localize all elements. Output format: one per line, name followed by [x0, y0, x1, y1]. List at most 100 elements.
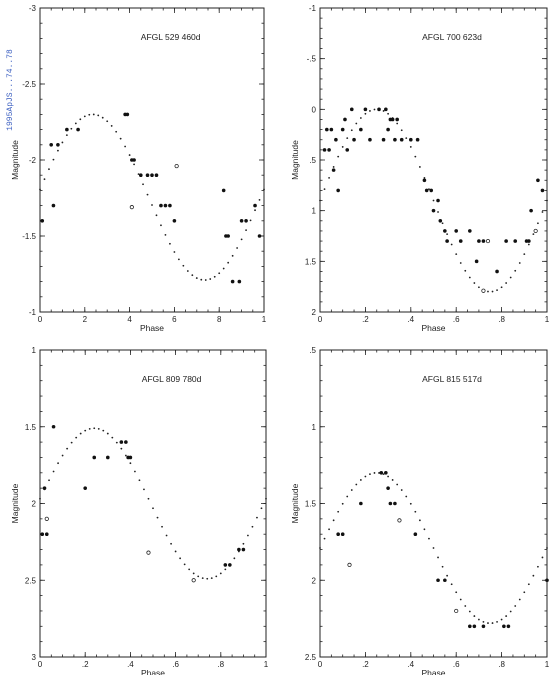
model-curve-point — [487, 290, 489, 293]
model-curve-point — [192, 572, 195, 575]
model-curve-point — [432, 547, 435, 549]
x-tick-label: .2 — [362, 660, 369, 669]
model-curve-point — [43, 178, 46, 181]
x-tick-label: .4 — [127, 660, 134, 669]
model-curve-point — [337, 510, 340, 513]
observation-point — [257, 234, 262, 238]
upper-limit-point — [485, 238, 491, 244]
model-curve-point — [378, 472, 380, 474]
model-curve-point — [70, 441, 73, 444]
model-curve-point — [183, 563, 186, 566]
observation-point — [237, 279, 242, 284]
y-tick-label: 1 — [312, 207, 317, 216]
observation-point — [359, 501, 363, 506]
upper-limit-point — [129, 205, 134, 210]
model-curve-point — [210, 577, 213, 580]
model-curve-point — [464, 269, 467, 272]
model-curve-point — [341, 146, 344, 148]
y-axis-label: Magnitude — [10, 140, 20, 180]
model-curve-point — [231, 254, 234, 257]
upper-limit-point — [397, 518, 402, 523]
observation-point — [327, 148, 331, 152]
model-curve-point — [129, 462, 132, 465]
model-curve-point — [128, 154, 131, 156]
observation-point — [51, 424, 56, 429]
upper-limit-point — [174, 163, 179, 169]
observation-point — [150, 173, 154, 177]
model-curve-point — [332, 519, 335, 522]
model-curve-point — [509, 610, 512, 613]
model-curve-point — [92, 113, 95, 116]
model-curve-point — [473, 282, 476, 284]
model-curve-point — [319, 199, 321, 202]
plot-frame — [39, 7, 265, 313]
observation-point — [221, 188, 226, 193]
y-tick-label: 1 — [312, 423, 317, 432]
model-curve-point — [500, 618, 503, 621]
model-curve-point — [355, 483, 358, 486]
upper-limit-point — [146, 550, 151, 555]
model-curve-point — [441, 222, 444, 225]
model-curve-point — [414, 510, 417, 513]
model-curve-point — [423, 528, 426, 531]
model-curve-point — [137, 173, 140, 176]
upper-limit-point — [454, 608, 459, 614]
x-tick-label: 1 — [545, 660, 550, 669]
observation-point — [124, 440, 128, 444]
y-tick-label: 2.5 — [25, 576, 37, 585]
observation-point — [472, 624, 477, 629]
observation-point — [495, 269, 499, 274]
model-curve-point — [396, 483, 399, 486]
y-tick-label: .5 — [309, 156, 316, 165]
model-curve-point — [48, 479, 50, 482]
x-tick-label: .8 — [217, 660, 224, 669]
observation-point — [352, 137, 356, 142]
model-curve-point — [432, 199, 435, 202]
observation-point — [145, 173, 150, 177]
observation-point — [422, 178, 427, 183]
observation-point — [40, 532, 45, 536]
observation-point — [230, 279, 235, 284]
model-curve-point — [523, 253, 526, 256]
model-curve-point — [240, 238, 243, 241]
model-curve-point — [111, 436, 114, 439]
model-curve-point — [247, 534, 249, 537]
y-tick-label: -1 — [29, 308, 37, 317]
model-curve-point — [39, 497, 41, 500]
upper-limit-point — [347, 562, 352, 568]
observation-point — [163, 203, 168, 208]
model-curve-point — [242, 542, 245, 545]
model-curve-point — [57, 462, 59, 465]
model-curve-point — [328, 176, 330, 179]
model-curve-point — [428, 188, 430, 191]
model-curve-point — [65, 134, 68, 137]
observation-point — [386, 127, 390, 132]
model-curve-point — [66, 447, 69, 450]
model-curve-point — [418, 166, 421, 168]
model-curve-point — [527, 583, 530, 586]
model-curve-point — [450, 243, 453, 246]
observation-point — [106, 455, 110, 460]
model-curve-point — [382, 110, 385, 112]
observation-point — [241, 547, 246, 552]
model-curve-point — [455, 253, 458, 256]
model-curve-point — [245, 229, 247, 232]
observation-point — [458, 239, 463, 243]
observation-point — [349, 107, 354, 112]
model-curve-point — [75, 436, 78, 439]
observation-point — [139, 173, 143, 177]
model-curve-point — [441, 565, 444, 568]
y-tick-label: 1.5 — [25, 423, 37, 432]
y-tick-label: -1 — [309, 4, 317, 13]
y-tick-label: 2 — [312, 576, 317, 585]
model-curve-point — [409, 146, 412, 148]
model-curve-point — [124, 145, 127, 148]
model-curve-point — [218, 272, 221, 275]
observation-point — [340, 127, 345, 132]
model-curve-point — [201, 577, 204, 580]
model-curve-point — [97, 427, 100, 430]
model-curve-point — [209, 278, 212, 280]
observation-point — [237, 547, 241, 552]
observation-point — [51, 203, 56, 208]
observation-point — [172, 219, 177, 223]
